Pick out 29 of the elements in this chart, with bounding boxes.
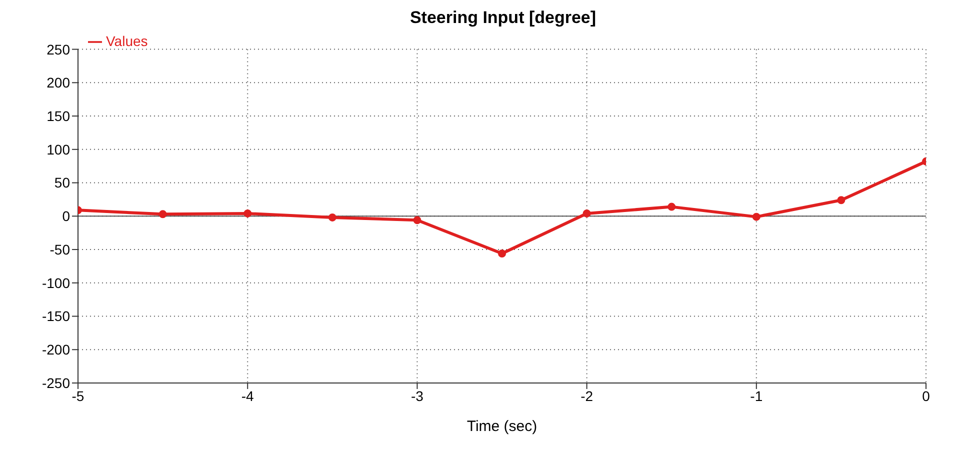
point <box>498 250 506 258</box>
x-tick-label: 0 <box>922 388 930 404</box>
y-tick-label: 150 <box>46 108 70 124</box>
x-tick-label: -3 <box>410 388 424 404</box>
x-tick-label: -2 <box>580 388 594 404</box>
x-axis-title: Time (sec) <box>466 418 538 435</box>
y-tick-label: -200 <box>42 342 70 358</box>
y-tick-label: 50 <box>54 174 70 191</box>
point <box>328 213 336 222</box>
chart-title: Steering Input [degree] <box>408 8 598 28</box>
point <box>837 196 846 204</box>
y-tick-label: -150 <box>42 308 70 324</box>
point <box>582 209 591 218</box>
point <box>752 212 760 221</box>
point <box>413 216 422 224</box>
point <box>244 209 252 218</box>
y-tick-label: -250 <box>42 374 70 391</box>
y-tick-label: 250 <box>46 41 70 58</box>
y-tick-label: 100 <box>46 141 70 158</box>
y-tick-label: 200 <box>46 74 70 91</box>
x-tick-label: -1 <box>750 388 763 404</box>
point <box>158 210 167 218</box>
y-tick-label: -100 <box>42 274 70 291</box>
x-tick-label: -5 <box>72 388 84 404</box>
y-tick-label: 0 <box>62 208 70 224</box>
x-tick-label: -4 <box>241 388 254 404</box>
legend-label: Values <box>106 33 148 49</box>
point <box>668 202 676 211</box>
y-tick-label: -50 <box>50 241 70 258</box>
